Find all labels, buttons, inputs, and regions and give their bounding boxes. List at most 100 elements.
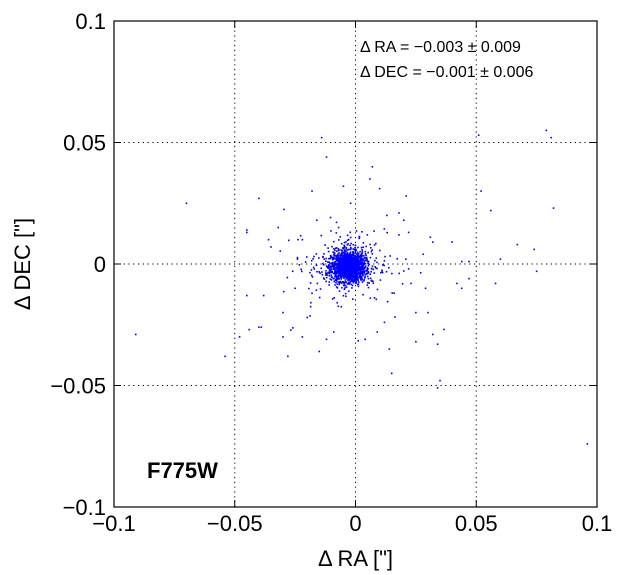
data-point (338, 270, 340, 273)
data-point (356, 272, 358, 275)
data-point (338, 278, 340, 280)
data-point (333, 261, 336, 263)
data-point (327, 265, 330, 268)
data-point (358, 237, 361, 239)
data-point (355, 259, 357, 262)
data-point (355, 267, 357, 270)
data-point (349, 275, 351, 277)
data-point (356, 278, 359, 281)
data-point (352, 254, 355, 257)
data-point (341, 256, 343, 258)
data-point (311, 292, 313, 294)
data-point (332, 268, 334, 270)
data-point (344, 292, 347, 295)
data-point (339, 268, 342, 271)
data-point (344, 272, 347, 275)
data-point (341, 263, 344, 266)
data-point (342, 294, 345, 297)
data-point (338, 283, 341, 286)
data-point (360, 263, 363, 266)
data-point (535, 270, 538, 273)
data-point (351, 275, 354, 278)
data-point (335, 279, 337, 281)
data-point (328, 261, 331, 264)
data-point (332, 254, 335, 256)
data-point (311, 190, 313, 192)
data-point (351, 298, 354, 300)
y-tick-label: 0 (94, 252, 106, 277)
data-point (405, 258, 407, 260)
data-point (349, 266, 352, 268)
data-point (436, 387, 439, 389)
data-point (381, 264, 384, 266)
data-point (355, 261, 358, 264)
data-point (342, 255, 345, 258)
data-point (300, 268, 303, 271)
data-point (346, 271, 349, 274)
data-point (336, 280, 338, 283)
data-point (336, 267, 338, 269)
data-point (339, 261, 341, 263)
data-point (355, 230, 358, 232)
data-point (319, 272, 321, 274)
data-point (350, 270, 352, 273)
data-point (324, 274, 327, 276)
data-point (494, 282, 497, 285)
data-point (351, 287, 353, 289)
data-point (354, 250, 357, 252)
data-point (338, 290, 341, 292)
data-point (347, 260, 349, 262)
data-point (427, 311, 429, 314)
data-point (299, 234, 302, 237)
data-point (185, 202, 188, 205)
data-point (365, 256, 368, 259)
data-point (333, 249, 336, 251)
data-point (325, 272, 328, 275)
data-point (343, 281, 346, 284)
data-point (375, 298, 378, 301)
data-point (336, 270, 338, 272)
data-point (346, 263, 349, 266)
data-point (343, 262, 346, 265)
data-point (353, 273, 356, 276)
data-point (340, 258, 343, 260)
data-point (335, 250, 338, 253)
data-point (349, 252, 352, 254)
data-point (335, 255, 338, 258)
data-point (349, 264, 351, 267)
data-point (354, 282, 357, 284)
data-point (362, 242, 365, 244)
data-point (246, 229, 248, 231)
x-tick-label: −0.05 (207, 511, 263, 536)
data-point (344, 271, 347, 273)
data-point (134, 333, 137, 336)
data-point (354, 278, 357, 280)
data-point (331, 261, 334, 264)
data-point (374, 259, 376, 262)
data-point (344, 260, 347, 263)
data-point (350, 279, 353, 282)
data-point (375, 242, 377, 245)
data-point (340, 259, 343, 262)
data-point (329, 216, 332, 219)
data-point (344, 252, 347, 255)
data-point (333, 265, 335, 268)
data-point (340, 281, 343, 284)
data-point (328, 272, 331, 275)
data-point (352, 243, 355, 246)
data-point (360, 255, 363, 258)
data-point (376, 331, 379, 333)
data-point (336, 287, 339, 289)
data-point (345, 286, 348, 289)
data-point (355, 264, 357, 266)
data-point (384, 255, 386, 258)
data-point (436, 343, 439, 345)
data-point (333, 253, 336, 255)
data-point (329, 265, 332, 267)
data-point (335, 263, 338, 265)
data-point (339, 264, 341, 267)
data-point (349, 258, 351, 261)
data-point (345, 256, 347, 259)
data-point (391, 272, 393, 275)
data-point (372, 280, 374, 283)
